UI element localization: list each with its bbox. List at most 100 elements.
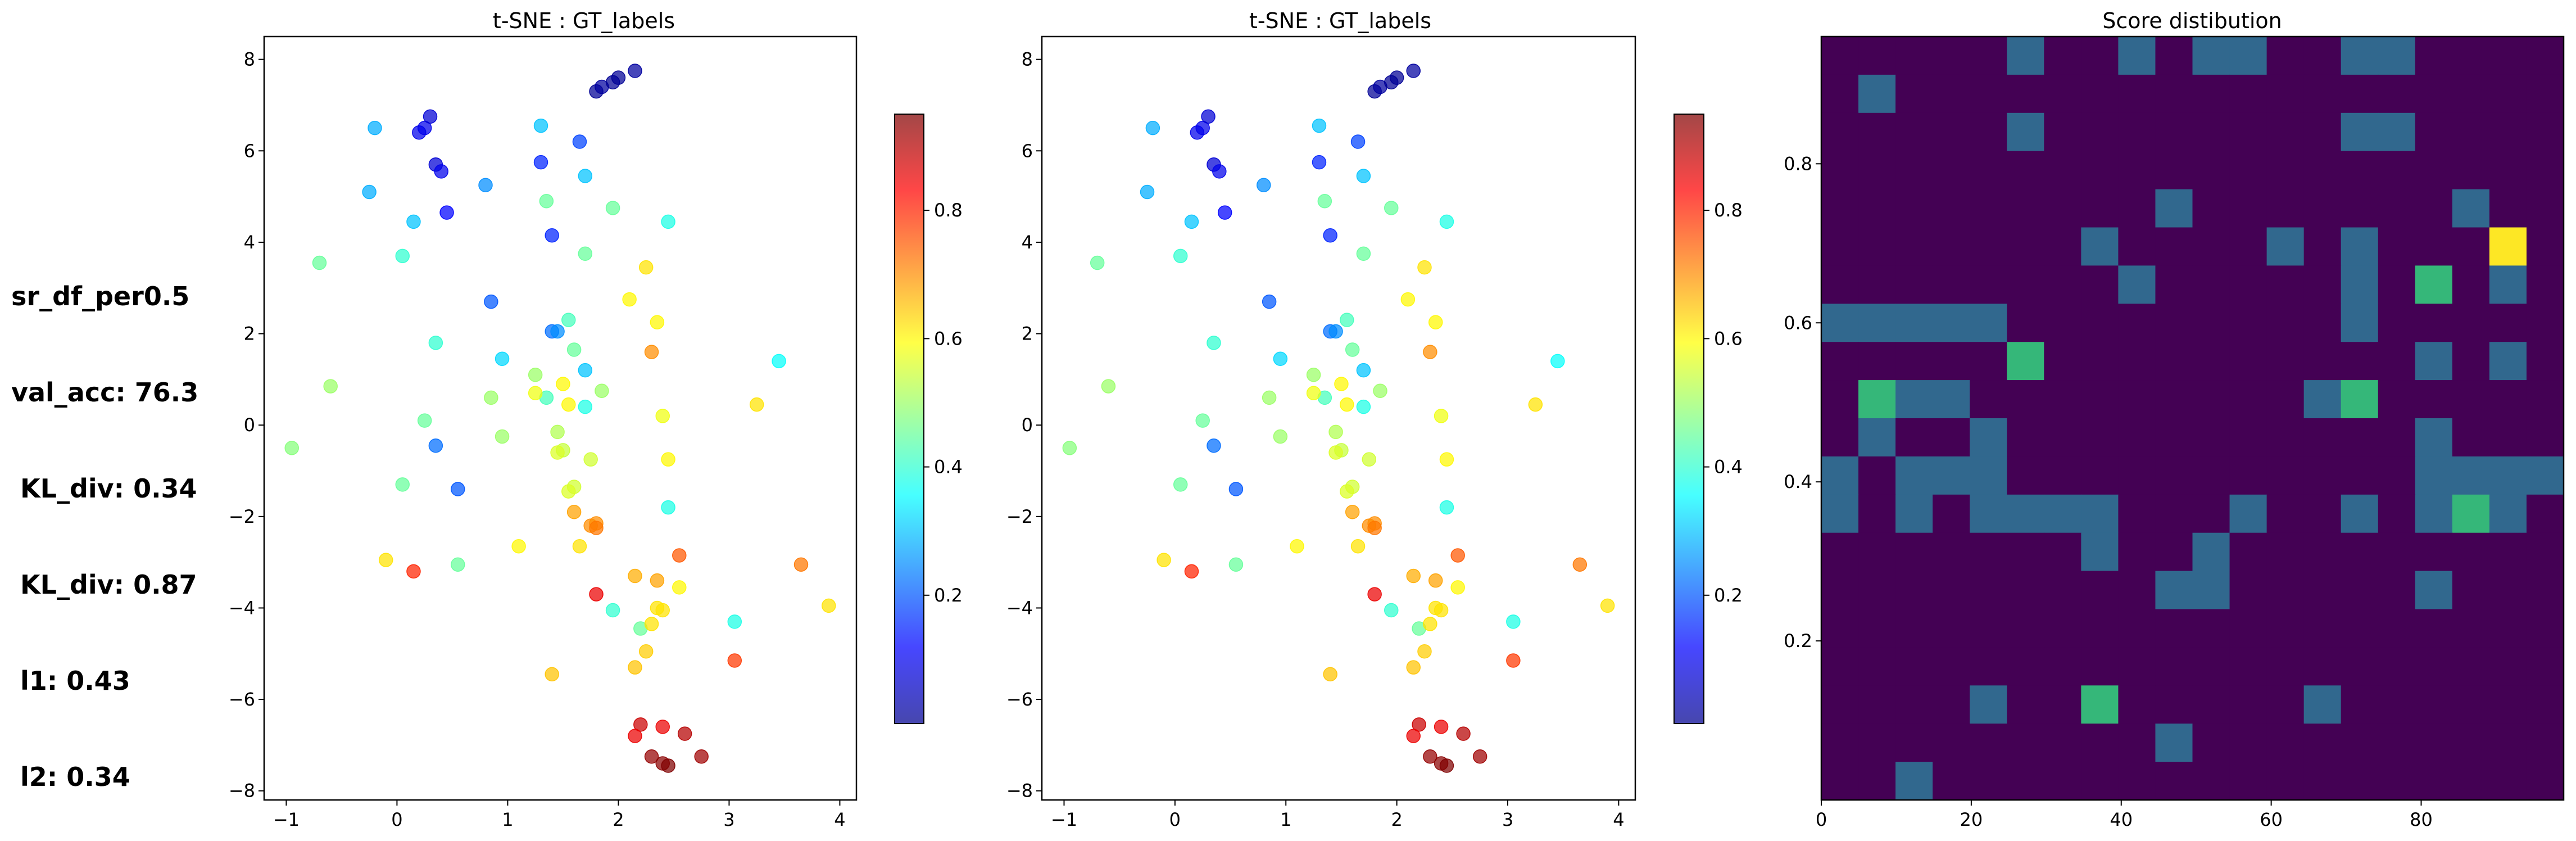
colorbar-tick-label: 0.4: [1714, 456, 1743, 478]
tsne-right-axes: −1 0 1 2 3 4 −8 −6 −4 −2 0 2 4 6 8: [1006, 49, 1625, 830]
scatter-point: [1328, 445, 1343, 460]
scatter-point: [1412, 717, 1426, 732]
scatter-point: [1356, 169, 1371, 183]
scatter-point: [1273, 351, 1288, 367]
scatter-point: [661, 500, 675, 515]
heatmap-cell: [1933, 74, 1970, 114]
heatmap-cell: [1933, 227, 1970, 266]
scatter-point: [661, 452, 675, 467]
x-tick-label: 3: [1502, 809, 1513, 830]
scatter-point: [1423, 345, 1437, 359]
scatter-point: [284, 441, 300, 455]
tsne-scatter-left: t-SNE : GT_labels −1 0 1 2 3 4 −8 −6 −4 −2 0 2 4 6 8: [229, 8, 858, 830]
heatmap-cell: [1970, 227, 2007, 266]
heatmap-cell: [2192, 227, 2230, 266]
heatmap-cell: [2081, 418, 2119, 457]
heatmap-cell: [2229, 647, 2267, 686]
heatmap-cell: [2378, 265, 2416, 304]
scatter-point: [628, 660, 642, 675]
colorbar-left-gradient: [894, 114, 924, 724]
heatmap-cell: [2341, 609, 2379, 648]
heatmap-cell: [2526, 189, 2564, 228]
heatmap-cell: [2303, 647, 2342, 686]
scatter-point: [572, 134, 587, 149]
heatmap-cell: [2044, 37, 2081, 75]
heatmap-cell: [2192, 74, 2230, 114]
heatmap-cell: [2303, 380, 2342, 419]
scatter-point: [451, 557, 465, 572]
heatmap-cell: [2007, 685, 2044, 724]
heatmap-cell: [2192, 151, 2230, 190]
scatter-point: [1334, 377, 1349, 391]
scatter-point: [1572, 557, 1588, 572]
heatmap-cell: [2303, 762, 2342, 801]
scatter-point: [650, 573, 665, 588]
heatmap-cell: [2007, 571, 2044, 610]
y-tick-label: 2: [1022, 323, 1033, 345]
heatmap-cell: [2266, 74, 2305, 114]
heatmap-cell: [2303, 418, 2342, 457]
heatmap-cell: [2489, 265, 2527, 304]
heatmap-cell: [1970, 112, 2007, 152]
scatter-point: [605, 201, 620, 215]
heatmap-cell: [1895, 532, 1933, 572]
heatmap-cell: [2526, 112, 2564, 152]
heatmap-cell: [1821, 380, 1859, 419]
heatmap-cell: [1858, 685, 1896, 724]
heatmap-cell: [2341, 494, 2379, 533]
heatmap-cell: [2229, 494, 2267, 533]
heatmap-cell: [2415, 571, 2453, 610]
scatter-point: [1184, 214, 1199, 229]
heatmap-cell: [2044, 724, 2081, 762]
heatmap-cell: [2007, 609, 2044, 648]
heatmap-cell: [2378, 647, 2416, 686]
heatmap-cell: [2526, 418, 2564, 457]
heatmap-cell: [2341, 380, 2379, 419]
heatmap-cell: [1821, 685, 1859, 724]
heatmap-cell: [2266, 265, 2305, 304]
heatmap-cell: [1858, 418, 1896, 457]
heatmap-cell: [2452, 37, 2490, 75]
heatmap-cell: [2192, 494, 2230, 533]
heatmap-cell: [1821, 456, 1859, 495]
heatmap-cell: [2341, 342, 2379, 381]
scatter-point: [578, 399, 593, 414]
heatmap-cell: [1895, 762, 1933, 801]
heatmap-cell: [2229, 724, 2267, 762]
heatmap-cell: [2415, 265, 2453, 304]
heatmap-cell: [2266, 685, 2305, 724]
x-tick-label: 0: [391, 809, 402, 830]
heatmap-cell: [2229, 189, 2267, 228]
heatmap-cell: [2007, 762, 2044, 801]
scatter-point: [611, 70, 626, 85]
y-tick-label: −8: [229, 780, 255, 802]
heatmap-cell: [2489, 74, 2527, 114]
heatmap-cell: [2155, 647, 2193, 686]
scatter-point: [605, 603, 620, 618]
heatmap-cell: [2303, 494, 2342, 533]
scatter-point: [578, 169, 593, 183]
y-tick-label: −6: [1006, 689, 1033, 710]
heatmap-cell: [2526, 151, 2564, 190]
heatmap-cell: [2266, 494, 2305, 533]
heatmap-cell: [1970, 418, 2007, 457]
heatmap-cell: [2118, 380, 2156, 419]
scatter-point: [1195, 413, 1210, 428]
heatmap-cell: [1821, 532, 1859, 572]
heatmap-cell: [2415, 227, 2453, 266]
scatter-point: [533, 155, 548, 170]
scatter-point: [561, 313, 576, 327]
heatmap-cell: [2192, 112, 2230, 152]
heatmap-cell: [2489, 189, 2527, 228]
y-tick-label: −2: [229, 506, 255, 527]
heatmap-cell: [1933, 304, 1970, 342]
heatmap-cell: [2341, 532, 2379, 572]
heatmap-cell: [1933, 456, 1970, 495]
stat-l2: l2: 0.34: [11, 762, 130, 792]
scatter-point: [417, 413, 432, 428]
heatmap-cell: [2378, 342, 2416, 381]
heatmap-cell: [1970, 37, 2007, 75]
heatmap-cell: [2229, 380, 2267, 419]
scatter-point: [1273, 429, 1288, 444]
scatter-point: [395, 477, 410, 492]
